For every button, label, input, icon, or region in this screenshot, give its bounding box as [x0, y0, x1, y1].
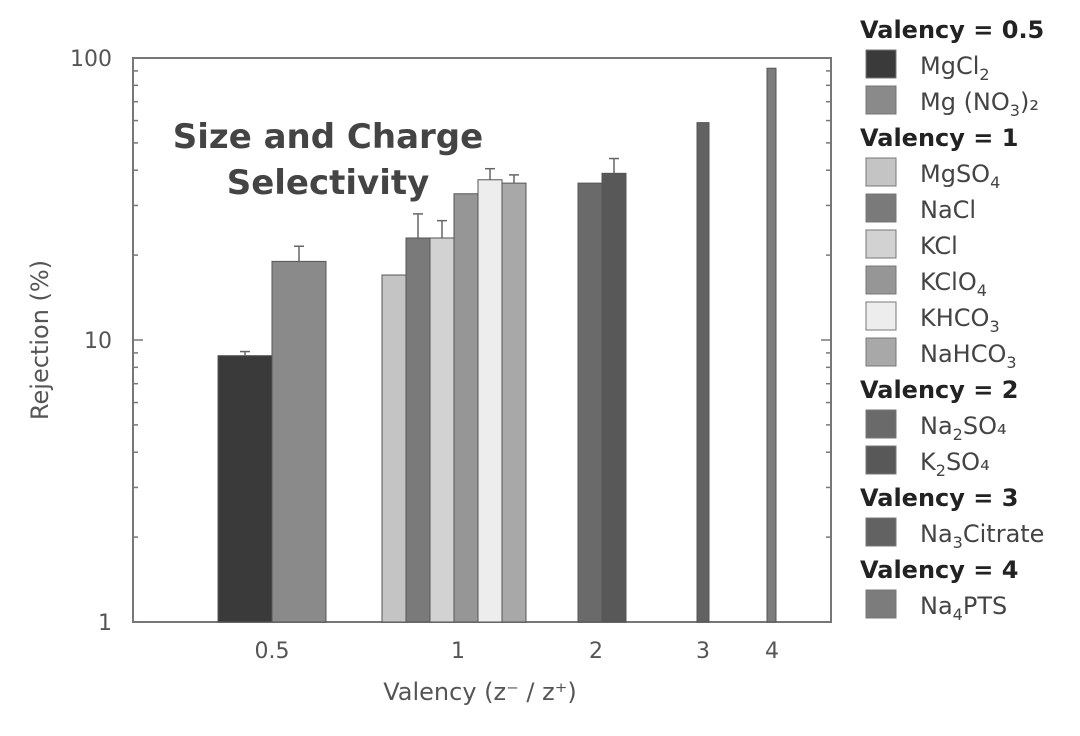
legend-swatch [865, 85, 897, 115]
x-tick-label: 1 [451, 639, 465, 664]
x-tick-label: 0.5 [255, 639, 290, 664]
legend-swatch [865, 193, 897, 223]
legend-swatch [865, 409, 897, 439]
legend-swatch [865, 49, 897, 79]
chart-title: Size and Charge Selectivity [173, 117, 483, 203]
legend-label: KClO4 [920, 268, 987, 300]
legend-label: MgSO4 [920, 160, 1000, 192]
y-tick-label: 1 [98, 611, 112, 636]
bar [477, 179, 503, 623]
legend-heading: Valency = 2 [860, 376, 1018, 404]
bar [601, 172, 627, 623]
legend-swatch [865, 157, 897, 187]
legend: Valency = 0.5 MgCl2 Mg (NO3)₂ Valency = 1 Mg… [860, 16, 1044, 624]
legend-label: KCl [920, 232, 958, 260]
bar [217, 355, 273, 623]
bar [766, 67, 777, 623]
x-tick-label: 4 [765, 639, 779, 664]
bar [271, 260, 327, 623]
bar [453, 193, 479, 623]
x-tick-label: 2 [589, 639, 603, 664]
y-tick-label: 100 [70, 47, 112, 72]
legend-swatch [865, 337, 897, 367]
bars [217, 67, 777, 623]
legend-swatch [865, 517, 897, 547]
legend-label: KHCO3 [920, 304, 1000, 336]
legend-swatch [865, 589, 897, 619]
legend-swatch [865, 445, 897, 475]
legend-label: K2SO₄ [920, 448, 990, 480]
legend-swatch [865, 301, 897, 331]
legend-label: Na3Citrate [920, 520, 1044, 552]
legend-label: Na2SO₄ [920, 412, 1007, 444]
x-axis-label: Valency (z⁻ / z⁺) [383, 678, 577, 706]
bar [381, 274, 407, 623]
x-tick-labels: 0.5 1 2 3 4 [255, 639, 780, 664]
legend-label: Na4PTS [920, 592, 1007, 624]
legend-label: NaHCO3 [920, 340, 1017, 372]
bar [577, 182, 603, 623]
bar [696, 122, 710, 623]
legend-heading: Valency = 1 [860, 124, 1018, 152]
bar [429, 237, 455, 623]
y-tick-label: 10 [84, 329, 112, 354]
x-tick-label: 3 [696, 639, 710, 664]
legend-label: Mg (NO3)₂ [920, 88, 1039, 120]
y-axis-label: Rejection (%) [26, 260, 54, 420]
legend-heading: Valency = 0.5 [860, 16, 1044, 44]
legend-swatch [865, 229, 897, 259]
error-bars [240, 157, 619, 356]
bar [501, 182, 527, 623]
bar [405, 237, 431, 623]
y-tick-labels: 1 10 100 [70, 47, 112, 636]
legend-heading: Valency = 4 [860, 556, 1018, 584]
legend-heading: Valency = 3 [860, 484, 1018, 512]
legend-label: NaCl [920, 196, 976, 224]
legend-label: MgCl2 [920, 52, 990, 84]
legend-swatch [865, 265, 897, 295]
